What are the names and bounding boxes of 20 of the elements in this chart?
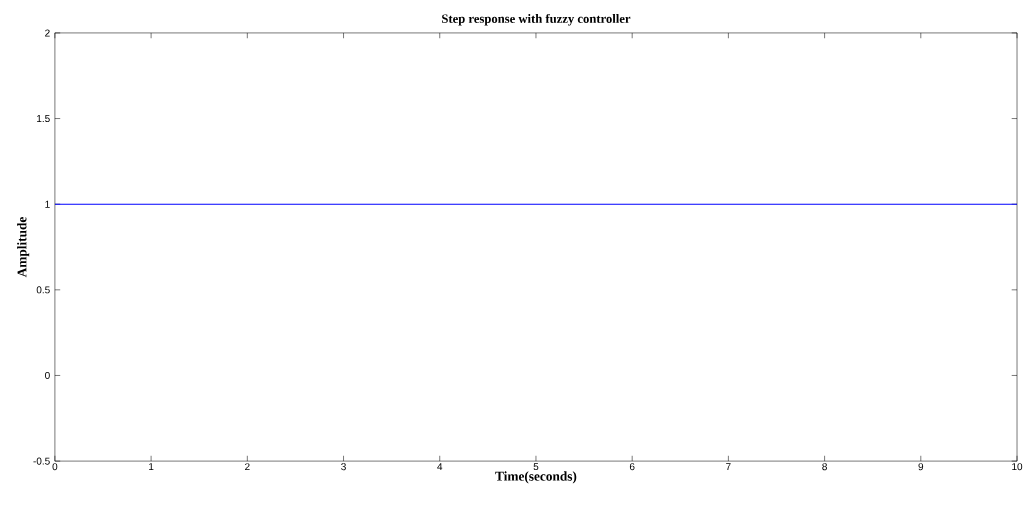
y-tick-label: 1.5 <box>37 115 50 123</box>
x-tick-label: 2 <box>245 463 250 471</box>
x-tick-label: 9 <box>918 463 924 471</box>
y-tick-label: 0 <box>45 371 50 380</box>
x-tick-label: 1 <box>149 463 154 471</box>
x-axis-title: Time(seconds) <box>495 471 577 484</box>
x-tick-label: 8 <box>822 463 827 471</box>
x-tick-label: 3 <box>341 463 346 471</box>
y-tick-label: 2 <box>45 29 50 37</box>
x-tick-label: 4 <box>437 463 443 471</box>
y-axis-title: Amplitude <box>17 217 30 278</box>
y-tick-label: 1 <box>45 200 50 208</box>
x-tick-label: 0 <box>52 463 58 471</box>
x-tick-label: 6 <box>629 463 635 471</box>
y-tick-label: -0.5 <box>33 457 50 465</box>
chart-title: Step response with fuzzy controller <box>442 13 631 26</box>
y-tick-label: 0.5 <box>36 286 50 294</box>
x-tick-label: 5 <box>533 463 539 471</box>
x-tick-label: 7 <box>726 463 731 471</box>
x-tick-label: 10 <box>1012 463 1023 471</box>
